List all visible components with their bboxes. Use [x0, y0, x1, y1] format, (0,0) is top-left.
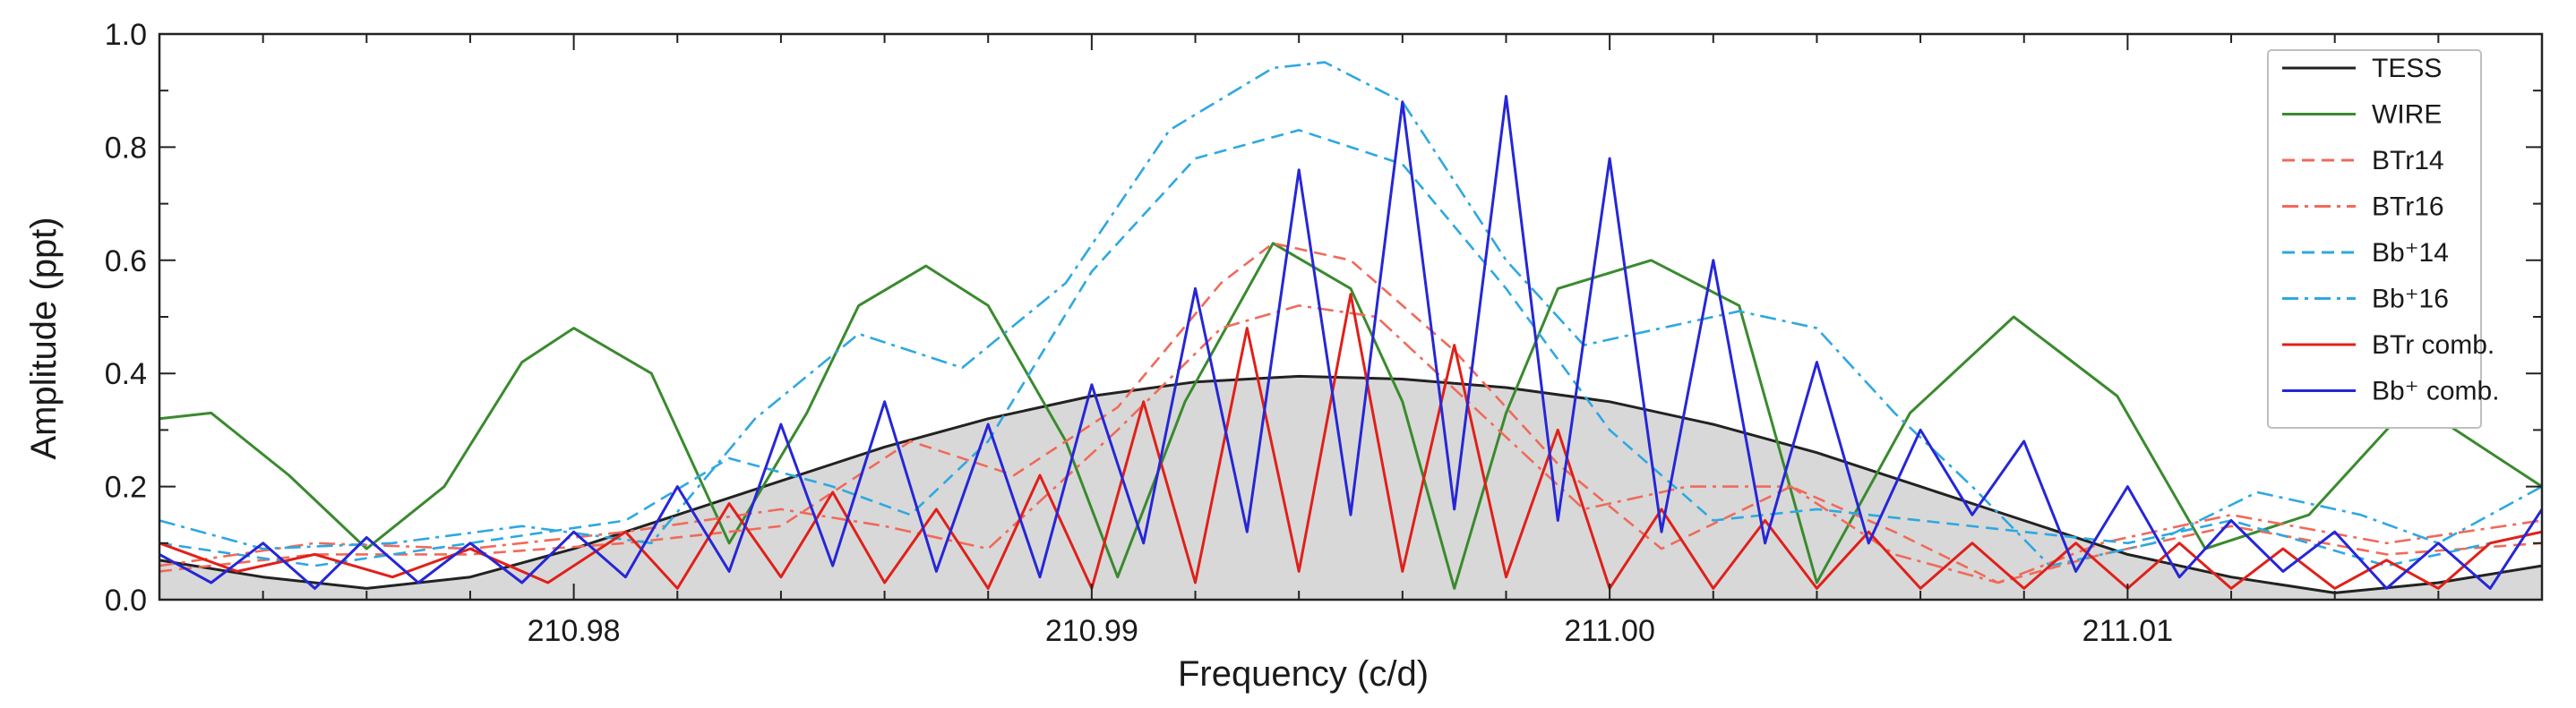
series-line-btr16: [159, 304, 2542, 584]
legend-label-btr-comb: BTr comb.: [2372, 330, 2494, 360]
series-line-bb-comb: [159, 95, 2542, 590]
legend-label-wire: WIRE: [2372, 100, 2442, 130]
legend-label-btr16: BTr16: [2372, 192, 2444, 222]
series-line-tess: [159, 374, 2542, 594]
series-line-btr-comb: [159, 293, 2542, 590]
y-axis-title: Amplitude (ppt): [24, 217, 64, 459]
x-axis-title: Frequency (c/d): [1178, 654, 1429, 694]
legend-label-bb-comb: Bb⁺ comb.: [2372, 377, 2500, 406]
y-tick-label: 0.6: [105, 244, 147, 278]
x-tick-label: 210.99: [1045, 614, 1138, 648]
series-fill-tess: [159, 376, 2542, 600]
series-line-btr14: [159, 242, 2542, 584]
y-tick-label: 0.4: [105, 357, 147, 391]
series-line-wire: [159, 242, 2542, 590]
axes: 0.0 0.2 0.4 0.6 0.8 1.0 210.98 210.99 211.00 211.…: [105, 18, 2544, 648]
x-tick-label: 210.98: [528, 614, 621, 648]
series-line-bb-14: [159, 129, 2542, 567]
series-line-bb-16: [159, 61, 2542, 567]
y-tick-label: 0.0: [105, 584, 147, 618]
y-tick-label: 0.8: [105, 131, 147, 165]
x-tick-label: 211.00: [1564, 614, 1654, 648]
legend-label-bb-14: Bb⁺14: [2372, 238, 2449, 268]
legend-box: [2267, 49, 2482, 429]
legend: TESS WIRE BTr14 BTr16 Bb⁺14 Bb⁺16 BTr comb. Bb⁺…: [2267, 49, 2500, 429]
x-tick-label: 211.01: [2082, 614, 2173, 648]
y-tick-label: 0.2: [105, 471, 147, 505]
plot-area: [159, 61, 2542, 600]
y-tick-label: 1.0: [105, 18, 147, 52]
legend-label-bb-16: Bb⁺16: [2372, 285, 2449, 314]
legend-label-tess: TESS: [2372, 54, 2442, 83]
legend-label-btr14: BTr14: [2372, 146, 2444, 175]
series-group: [159, 61, 2542, 600]
